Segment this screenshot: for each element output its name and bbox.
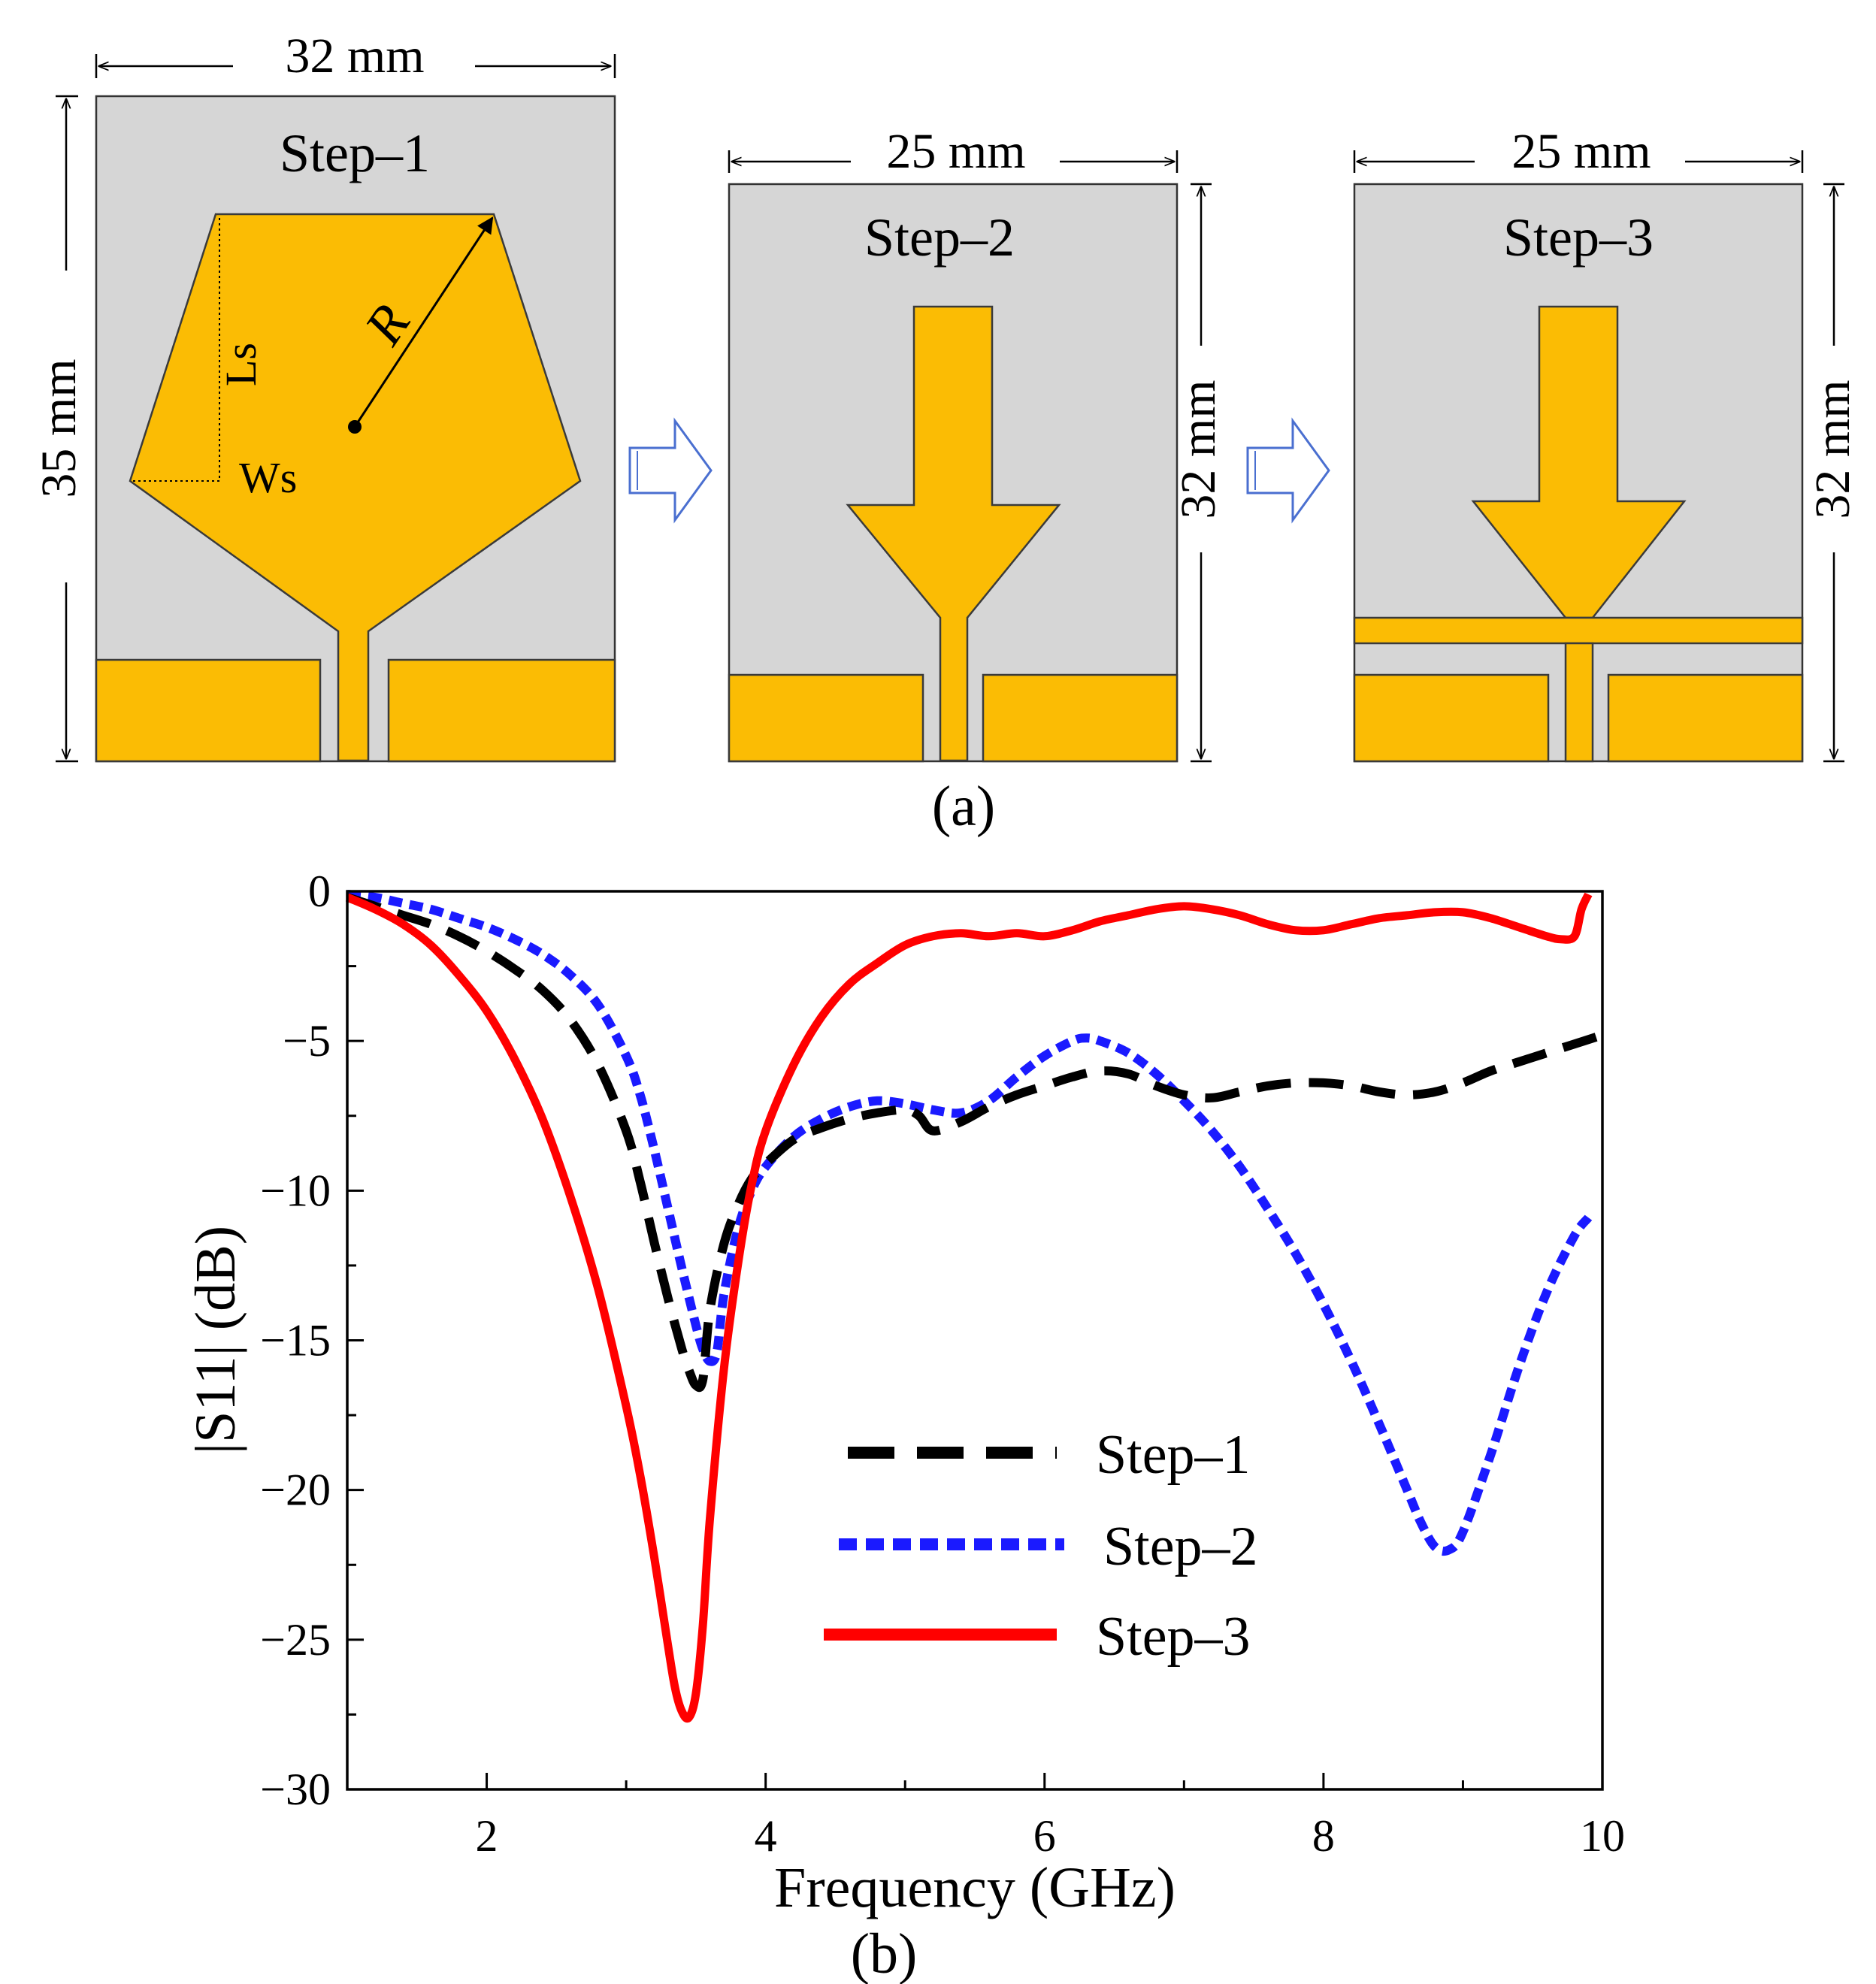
plot-frame: [346, 890, 1604, 1791]
antenna-panel-a: R Ls Ws Step–1 32 mm 35 mm: [32, 29, 1860, 838]
ground-left-step2: [728, 673, 924, 763]
ground-right-step1: [387, 658, 616, 763]
radius-arrow: [353, 216, 494, 428]
x-tick-label: 4: [755, 1811, 777, 1861]
ground-left-step3: [1353, 673, 1550, 763]
width-label-step3: 25 mm: [1511, 124, 1651, 179]
height-label-step1: 35 mm: [32, 358, 86, 498]
antenna-step1: R Ls Ws Step–1 32 mm 35 mm: [32, 29, 616, 763]
ground-left-step1: [95, 658, 322, 763]
x-tick-label: 8: [1312, 1811, 1335, 1861]
series-line-step-1: [346, 893, 1604, 1393]
x-tick-label: 6: [1033, 1811, 1056, 1861]
x-tick-label: 2: [476, 1811, 498, 1861]
axis-ticks-layer: [346, 890, 1604, 1791]
s11-chart: 2 4 6 8 10 0 −5 −10 −15 −20 −25 −30 Frequency (GHz)…: [184, 866, 1625, 1984]
ground-right-step3: [1607, 673, 1804, 763]
y-tick-label: 0: [308, 866, 331, 916]
tick-labels-layer: 2 4 6 8 10 0 −5 −10 −15 −20 −25 −30: [260, 866, 1625, 1861]
step3-label: Step–3: [1503, 207, 1654, 268]
y-tick-label: −20: [260, 1465, 331, 1515]
y-tick-label: −15: [260, 1316, 331, 1366]
legend: Step–1 Step–2 Step–3: [824, 1424, 1258, 1668]
stub-strip-step3: [1353, 616, 1804, 645]
width-label-step2: 25 mm: [886, 124, 1025, 179]
step2-label: Step–2: [864, 207, 1015, 268]
caption-a: (a): [932, 775, 995, 838]
series-layer: [345, 890, 1604, 1723]
ls-dotted-guide: [130, 218, 220, 482]
caption-b: (b): [851, 1922, 918, 1984]
ls-label: Ls: [216, 343, 265, 386]
ground-right-step2: [982, 673, 1179, 763]
x-axis-label: Frequency (GHz): [774, 1856, 1176, 1919]
y-tick-label: −10: [260, 1166, 331, 1215]
y-tick-label: −5: [283, 1016, 331, 1066]
legend-label-step1: Step–1: [1096, 1424, 1251, 1486]
legend-label-step2: Step–2: [1103, 1516, 1258, 1577]
antenna-step3: Step–3 25 mm 32 mm: [1353, 124, 1860, 763]
y-tick-label: −30: [260, 1765, 331, 1814]
pentagon-patch-step1: [129, 213, 582, 762]
step1-label: Step–1: [280, 123, 430, 183]
antenna-step2: Step–2 25 mm 32 mm: [728, 124, 1226, 763]
transition-arrow-2: [1246, 417, 1330, 524]
series-line-step-3: [345, 892, 1593, 1723]
transition-arrow-1: [628, 417, 713, 524]
height-label-step3: 32 mm: [1805, 380, 1860, 519]
x-tick-label: 10: [1580, 1811, 1625, 1861]
width-label-step1: 32 mm: [285, 29, 424, 83]
legend-label-step3: Step–3: [1096, 1606, 1251, 1668]
patch-center-dot: [348, 420, 362, 434]
height-label-step2: 32 mm: [1171, 380, 1226, 519]
y-tick-label: −25: [260, 1615, 331, 1665]
ws-label: Ws: [239, 453, 297, 502]
arrow-patch-step2: [846, 305, 1061, 762]
y-axis-label: |S11| (dB): [184, 1226, 247, 1454]
feedline-step3: [1564, 642, 1594, 763]
series-line-step-2: [346, 890, 1593, 1556]
